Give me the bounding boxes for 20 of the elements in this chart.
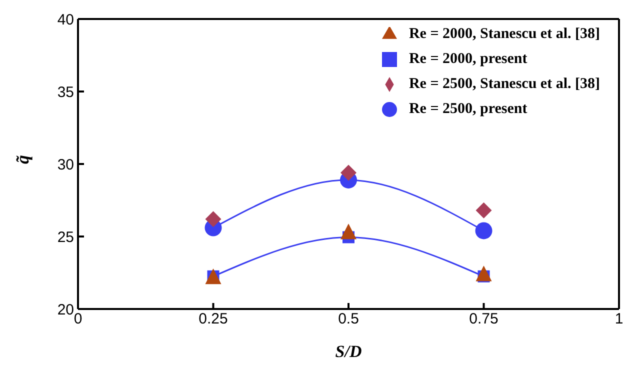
y-tick-label: 30 (57, 156, 74, 174)
point (475, 222, 492, 240)
point (205, 211, 222, 228)
x-tick-label: 0.75 (469, 310, 498, 328)
x-tick-label: 0.25 (198, 310, 228, 328)
legend-label: Re = 2000, Stanescu et al. [38] (408, 26, 600, 42)
point (476, 202, 492, 218)
point (340, 164, 356, 181)
x-tick-label: 1 (614, 310, 624, 328)
y-axis-title: q̃ (12, 154, 32, 164)
x-tick-label: 0 (74, 310, 82, 328)
legend-label: Re = 2000, present (408, 51, 528, 67)
y-tick-label: 40 (57, 11, 74, 28)
legend-label: Re = 2500, present (408, 101, 528, 117)
y-tick-label: 35 (57, 84, 74, 101)
y-tick-label: 20 (57, 301, 74, 318)
legend-label: Re = 2500, Stanescu et al. [38] (408, 76, 600, 92)
x-tick-label: 0.5 (338, 310, 359, 328)
y-tick-label: 25 (57, 228, 74, 246)
x-axis-title: S/D (335, 342, 362, 361)
